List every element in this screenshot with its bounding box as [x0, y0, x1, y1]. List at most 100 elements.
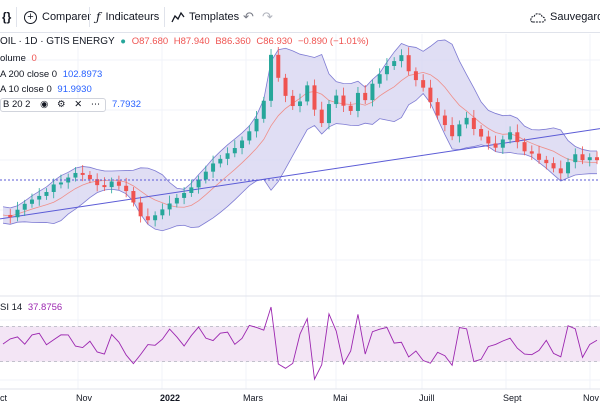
candle-body [269, 54, 274, 101]
candle-body [283, 77, 288, 96]
fx-icon[interactable]: {} [2, 10, 12, 24]
close-icon[interactable]: ✕ [74, 99, 83, 110]
candlesticks [8, 46, 599, 227]
templates-button[interactable]: Templates [171, 8, 239, 26]
save-button[interactable]: Sauvegarder [530, 8, 600, 26]
candle-body [153, 215, 158, 221]
ohlc-low: B86.360 [215, 36, 251, 47]
candle-body [232, 148, 237, 154]
candle-body [450, 125, 455, 137]
candle-body [580, 154, 585, 161]
candle-body [529, 151, 534, 154]
settings-icon[interactable]: ⚙ [57, 99, 66, 110]
candle-body [211, 163, 216, 172]
time-label: Sept [503, 393, 522, 403]
volume-legend[interactable]: olume 0 [0, 53, 40, 65]
candle-body [160, 209, 165, 216]
bb-legend[interactable]: B 20 2 ◉ ⚙ ✕ ⋯ 7.7932 [0, 98, 144, 112]
candle-body [37, 195, 42, 200]
undo-icon[interactable]: ↶ [243, 9, 254, 24]
candle-body [544, 159, 549, 164]
ohlc-open: O87.680 [131, 36, 169, 47]
ma200-legend[interactable]: A 200 close 0 102.8973 [0, 69, 105, 81]
candle-body [566, 162, 571, 174]
plus-circle-icon: + [24, 10, 37, 24]
symbol-title[interactable]: OIL · 1D · GTIS ENERGY [0, 36, 115, 47]
candle-body [573, 154, 578, 163]
candle-body [428, 87, 433, 103]
ohlc-high: H87.940 [173, 36, 210, 47]
candle-body [370, 83, 375, 101]
candle-body [290, 95, 295, 107]
bb-lower [2, 92, 598, 232]
time-label: 2022 [160, 393, 181, 403]
compare-button[interactable]: + Comparer [24, 8, 91, 26]
candle-body [8, 214, 13, 218]
bb-upper [2, 39, 598, 209]
rsi-pane [0, 306, 600, 381]
symbol-legend: OIL · 1D · GTIS ENERGY ● O87.680 H87.940… [0, 36, 372, 48]
candle-body [471, 117, 476, 129]
candle-body [95, 179, 100, 186]
candle-body [203, 171, 208, 180]
candle-body [493, 143, 498, 148]
top-toolbar: {} + Comparer ƒ Indicateurs Templates ↶ … [0, 0, 600, 33]
candle-body [421, 80, 426, 88]
candle-body [500, 139, 505, 148]
candle-body [305, 85, 310, 102]
candle-body [486, 136, 491, 144]
time-label: Mars [243, 393, 263, 403]
candle-body [174, 197, 179, 204]
candle-body [124, 185, 129, 192]
ma10-legend[interactable]: A 10 close 0 91.9930 [0, 84, 95, 96]
redo-icon[interactable]: ↷ [262, 9, 273, 24]
candle-body [312, 85, 317, 110]
time-label: Nov [76, 393, 93, 403]
function-icon: ƒ [96, 10, 101, 24]
candle-body [138, 202, 143, 217]
bb-chip[interactable]: B 20 2 ◉ ⚙ ✕ ⋯ [0, 98, 107, 112]
rsi-line [2, 306, 598, 381]
candle-body [189, 187, 194, 193]
indicators-button[interactable]: ƒ Indicateurs [96, 8, 159, 26]
candle-body [80, 172, 85, 175]
candle-body [102, 185, 107, 188]
more-icon[interactable]: ⋯ [90, 99, 101, 110]
bb-value: 7.7932 [111, 99, 142, 110]
time-label: Nov [583, 393, 600, 403]
candle-body [551, 163, 556, 169]
market-status-dot: ● [120, 36, 127, 47]
candle-body [377, 74, 382, 84]
candle-body [406, 55, 411, 72]
candle-body [334, 95, 339, 105]
candle-body [116, 181, 121, 186]
templates-label: Templates [189, 11, 240, 23]
candle-body [131, 191, 136, 203]
candle-body [58, 182, 63, 185]
toolbar-divider [164, 7, 165, 27]
rsi-value: 37.8756 [27, 302, 63, 313]
candle-body [515, 132, 520, 143]
time-label: Juill [419, 393, 435, 403]
candle-body [442, 115, 447, 126]
candle-body [319, 109, 324, 124]
save-label: Sauvegarder [550, 11, 600, 23]
ma200-value: 102.8973 [62, 69, 103, 80]
eye-icon[interactable]: ◉ [40, 99, 49, 110]
ma200-line [0, 128, 600, 220]
candle-body [218, 158, 223, 164]
candle-body [44, 192, 49, 196]
candle-body [413, 71, 418, 81]
volume-value: 0 [31, 53, 37, 64]
bb-label: B 20 2 [3, 99, 31, 110]
ma10-label: A 10 close 0 [0, 84, 52, 95]
candle-body [363, 92, 368, 101]
candle-body [384, 66, 389, 75]
ma200-path [0, 128, 600, 220]
rsi-legend[interactable]: SI 14 37.8756 [0, 302, 65, 314]
candle-body [558, 168, 563, 174]
rsi-band [0, 326, 600, 362]
time-label: Mai [333, 393, 348, 403]
candle-body [479, 129, 484, 137]
